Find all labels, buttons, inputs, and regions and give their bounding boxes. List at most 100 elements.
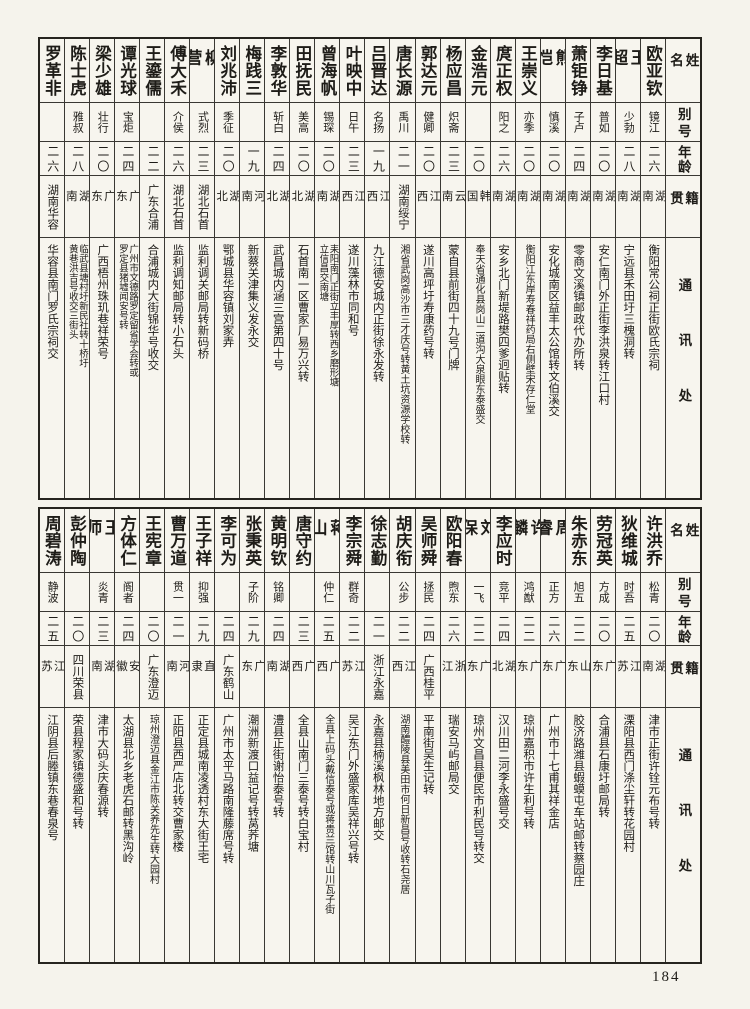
header-address-label: 通讯处: [676, 748, 692, 915]
person-column: 王鎏儒 二二 广东合浦 合浦城内大街锦华号收交: [139, 39, 165, 498]
person-address-cell: 衡阳常公祠正街欧氏宗祠: [647, 244, 660, 371]
person-alias-cell: 壮行: [89, 103, 114, 142]
person-name-cell: 曾海帆: [315, 39, 340, 103]
person-age-cell: 二一: [390, 142, 415, 176]
person-alias-cell: 方成: [590, 573, 615, 612]
person-age-cell: 二三: [89, 612, 114, 646]
person-name-cell: 田抚民: [290, 39, 315, 103]
person-alias-cell: 炽斋: [440, 103, 465, 142]
person-native-cell: 湖北: [290, 176, 315, 238]
person-age-cell: 二〇: [515, 142, 540, 176]
header-age-label: 年龄: [666, 142, 700, 176]
person-alias-cell: 镜江: [640, 103, 665, 142]
person-native-cell: 湖南: [515, 176, 540, 238]
person-native-cell: 直隶: [190, 646, 215, 708]
person-alias-cell: 斩白: [265, 103, 290, 142]
person-age-cell: 二二: [515, 612, 540, 646]
person-name-cell: 许洪乔: [640, 509, 665, 573]
person-age-cell: 二三: [440, 142, 465, 176]
person-name-cell: 李敦华: [265, 39, 290, 103]
person-alias-cell: 式烈: [190, 103, 215, 142]
person-column: 欧亚钦 镜江 二六 湖南 衡阳常公祠正街欧氏宗祠: [639, 39, 665, 498]
person-age-cell: 二六: [440, 612, 465, 646]
person-column: 朱赤东 旭五 二二 山东 胶济路潍县蝦蟆屯车站邮转蔡园庄: [564, 509, 590, 962]
person-column: 曾海帆 锡琛 二〇 湖南 耒阳南门正街立丰厚转西乡磨形塘 立信昌交南塘: [314, 39, 340, 498]
person-column: 许洪乔 松青 二〇 湖南 津市正街许铨元布号转: [639, 509, 665, 962]
person-age-cell: 二四: [265, 142, 290, 176]
person-age-cell: 二〇: [540, 142, 565, 176]
person-address-cell: 平南街吴生记转: [421, 714, 434, 795]
person-alias-cell: [39, 103, 64, 142]
person-name-cell: 欧阳春: [440, 509, 465, 573]
person-column: 王宪章 二〇 广东澄迈 琼州澄迈县金江市陈关养先生转大园村: [139, 509, 165, 962]
person-address-cell: 全县上码头戴信泰号或蒋贵兰馆转山川瓦子街: [322, 714, 334, 914]
person-native-cell: 安徽: [114, 646, 140, 708]
person-alias-cell: 子阶: [240, 573, 265, 612]
person-native-cell: 河南: [240, 176, 265, 238]
person-native-cell: 湖南: [490, 176, 515, 238]
person-address-cell: 江阴县后塍镇东巷春泉号: [46, 714, 59, 841]
person-age-cell: 二二: [465, 612, 490, 646]
person-age-cell: 二四: [565, 142, 590, 176]
person-column: 吕晋达 名扬 一九 江西 九江德安城内正街徐永发转: [364, 39, 390, 498]
person-name-cell: 狄维城: [615, 509, 640, 573]
person-name-cell: 许麟: [515, 509, 540, 573]
person-address-cell: 全县山南门三泰号转白宝村: [296, 714, 309, 852]
person-native-cell: 韩国: [465, 176, 490, 238]
person-alias-cell: 日午: [340, 103, 365, 142]
person-native-cell: 广东: [540, 646, 565, 708]
person-alias-cell: [240, 103, 265, 142]
person-column: 王崇义 亦季 二〇 湖南 衡阳江东岸寿春祥药局右侧壁宋存仁堂: [514, 39, 540, 498]
person-alias-cell: [140, 573, 165, 612]
person-age-cell: 二二: [340, 612, 365, 646]
header-name-label: 姓名: [666, 509, 700, 573]
person-native-cell: 广东: [465, 646, 490, 708]
person-alias-cell: [215, 573, 240, 612]
person-name-cell: 李日基: [590, 39, 615, 103]
person-name-cell: 吕晋达: [365, 39, 390, 103]
person-address-cell: 瑞安马屿邮局交: [446, 714, 459, 795]
header-column: 姓名 别号 年龄 籍贯 通讯处: [665, 509, 700, 962]
person-column: 柳营 式烈 二三 湖北石首 监利调关邮局转新码桥: [189, 39, 215, 498]
person-name-cell: 徐志勤: [365, 509, 390, 573]
person-age-cell: 二一: [165, 612, 190, 646]
person-native-cell: 浙江: [440, 646, 465, 708]
person-address-cell: 监利调知邮局转小石头: [171, 244, 184, 359]
person-alias-cell: 正方: [540, 573, 565, 612]
person-alias-cell: 拯民: [415, 573, 440, 612]
person-address-cell: 吴江东门外盛家库吴祥兴号转: [346, 714, 359, 864]
person-native-cell: 广东: [240, 646, 265, 708]
person-address-cell: 津市大码头庆春源转: [96, 714, 109, 818]
person-age-cell: 二六: [39, 142, 64, 176]
header-native-label: 籍贯: [666, 176, 700, 238]
person-native-cell: 广西桂平: [415, 646, 440, 708]
person-age-cell: 二〇: [290, 142, 315, 176]
person-alias-cell: 普如: [590, 103, 615, 142]
person-age-cell: 二八: [615, 142, 640, 176]
person-native-cell: 湖北石首: [165, 176, 190, 238]
person-age-cell: 二六: [540, 612, 565, 646]
person-alias-cell: 季征: [215, 103, 240, 142]
person-alias-cell: 贯一: [165, 573, 190, 612]
person-name-cell: 方体仁: [114, 509, 140, 573]
person-alias-cell: 阍者: [114, 573, 140, 612]
person-column: 李敦华 斩白 二四 湖北 武昌城内涵三宫第四十号: [264, 39, 290, 498]
person-age-cell: 二三: [290, 612, 315, 646]
person-column: 谭光球 宝炬 二四 广东 广州市文德路罗定留省学会转或 罗定县猪墟闻安号转: [113, 39, 140, 498]
person-column: 唐守约 二三 广西 全县山南门三泰号转白宝村: [289, 509, 315, 962]
person-address-cell: 胶济路潍县蝦蟆屯车站邮转蔡园庄: [572, 714, 585, 887]
person-column: 罗革非 二六 湖南华容 华容县南门罗氏宗祠交: [39, 39, 64, 498]
person-age-cell: 二五: [615, 612, 640, 646]
person-native-cell: 湖南: [265, 646, 290, 708]
person-age-cell: 二〇: [415, 142, 440, 176]
person-column: 黄明钦 铭卿 二四 湖南 澧县正街谢怡泰号转: [264, 509, 290, 962]
person-column: 蒋山 仲仁 二五 广西 全县上码头戴信泰号或蒋贵兰馆转山川瓦子街: [314, 509, 340, 962]
person-address-cell: 澧县正街谢怡泰号转: [271, 714, 284, 818]
person-alias-cell: 公步: [390, 573, 415, 612]
person-address-cell: 临武县塘村圩新民社转十桥圩 黄巷洪吉号收交三街头: [66, 244, 87, 368]
person-native-cell: 湖南: [590, 176, 615, 238]
person-address-cell: 新蔡关津集义发永交: [246, 244, 259, 348]
person-name-cell: 胡庆衔: [390, 509, 415, 573]
header-alias-label: 别号: [666, 573, 700, 612]
person-age-cell: 一九: [240, 142, 265, 176]
